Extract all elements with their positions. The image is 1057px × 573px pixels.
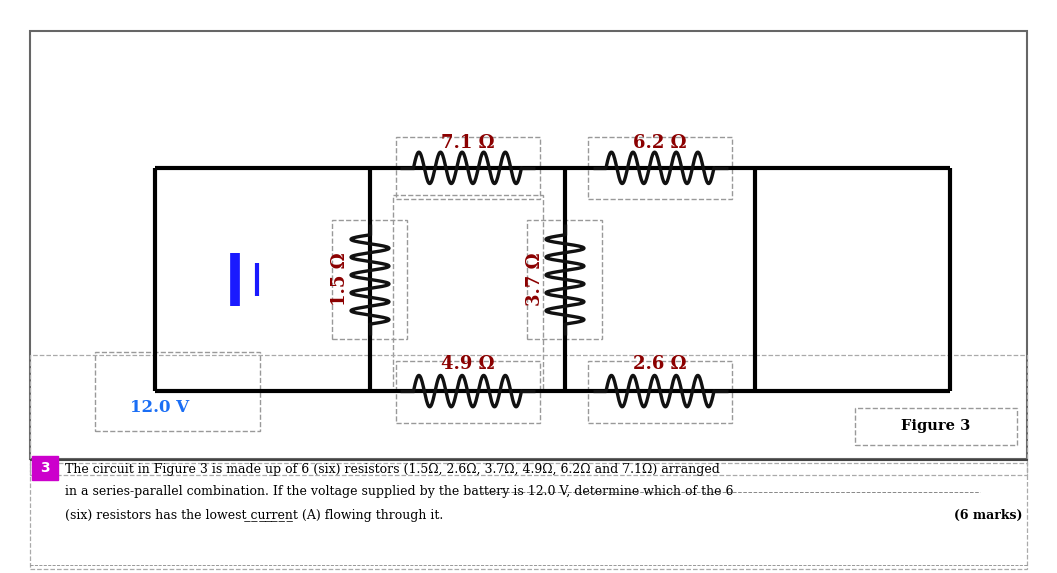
FancyBboxPatch shape: [30, 32, 1027, 459]
Text: 4.9 Ω: 4.9 Ω: [441, 355, 495, 373]
Text: (6 marks): (6 marks): [953, 509, 1022, 521]
Text: The circuit in Figure 3 is made up of 6 (six) resistors (1.5Ω, 2.6Ω, 3.7Ω, 4.9Ω,: The circuit in Figure 3 is made up of 6 …: [64, 463, 720, 476]
Text: 3.7 Ω: 3.7 Ω: [526, 253, 544, 306]
Text: Figure 3: Figure 3: [902, 419, 970, 433]
Text: (six) resistors has the lowest ̲c̲u̲r̲r̲e̲n̲t (A) flowing through it.: (six) resistors has the lowest ̲c̲u̲r̲r̲…: [64, 509, 443, 521]
Text: 6.2 Ω: 6.2 Ω: [633, 134, 687, 152]
Bar: [32, 456, 58, 480]
Text: 1.5 Ω: 1.5 Ω: [331, 253, 349, 307]
Text: 2.6 Ω: 2.6 Ω: [633, 355, 687, 373]
Text: 7.1 Ω: 7.1 Ω: [441, 134, 495, 152]
Text: 12.0 V: 12.0 V: [130, 399, 189, 416]
Text: in a series-parallel combination. If the voltage supplied by the battery is 12.0: in a series-parallel combination. If the…: [64, 485, 734, 499]
Text: 3: 3: [40, 461, 50, 475]
